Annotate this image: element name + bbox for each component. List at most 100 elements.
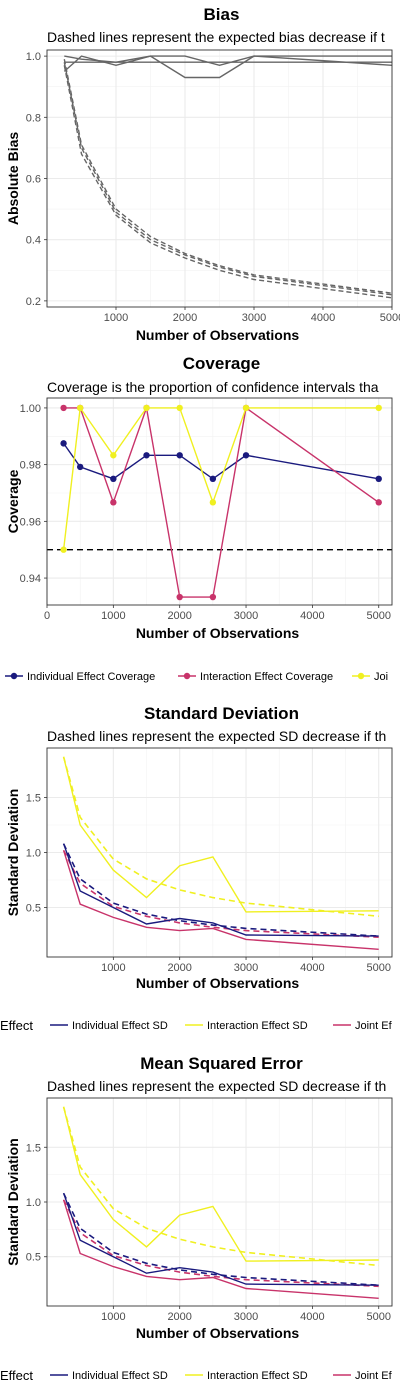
series-line-3: [62, 850, 379, 950]
series-group: [60, 404, 382, 601]
data-point: [110, 452, 117, 459]
chart-panel-1: Bias Dashed lines represent the expected …: [5, 5, 400, 343]
legend-label: Individual Effect Coverage: [27, 671, 155, 683]
data-point: [209, 475, 217, 483]
y-tick-label: 0.6: [26, 174, 41, 186]
expected-line-3: [62, 1199, 379, 1288]
data-point: [209, 499, 217, 506]
y-tick-label: 1.0: [26, 1197, 41, 1209]
x-tick-label: 4000: [300, 610, 324, 622]
legend-label: Joint Ef: [355, 1020, 393, 1032]
x-tick-label: 5000: [366, 610, 390, 622]
series-line-4: [63, 65, 393, 299]
plot-border: [46, 1097, 393, 1307]
series-line-3: [62, 405, 379, 550]
series-line-6: [63, 59, 393, 294]
legend-label: Interaction Effect SD: [207, 1370, 308, 1382]
data-point: [242, 452, 250, 459]
y-tick-label: 0.2: [26, 296, 41, 308]
plot-border: [46, 397, 393, 606]
chart-panel-3: Standard Deviation Dashed lines represent…: [0, 704, 393, 1033]
data-point: [60, 404, 67, 412]
x-tick-label: 4000: [311, 312, 335, 324]
y-tick-label: 0.94: [20, 573, 41, 585]
x-tick-label: 5000: [366, 1311, 390, 1323]
series-line-2: [63, 405, 380, 598]
data-point: [375, 404, 382, 412]
data-point: [242, 404, 250, 412]
series-line-3: [62, 1199, 379, 1299]
y-tick-label: 1.5: [26, 1142, 41, 1154]
y-tick-label: 0.5: [26, 1252, 41, 1264]
series-line-2: [62, 1106, 379, 1262]
legend-lead: Effect: [0, 1018, 33, 1033]
x-tick-label: 1000: [101, 610, 125, 622]
y-tick-label: 0.5: [26, 903, 41, 915]
gridlines: [47, 748, 392, 957]
y-tick-label: 0.98: [20, 460, 41, 472]
x-tick-label: 2000: [167, 962, 191, 974]
legend-key-point: [10, 672, 18, 680]
legend: Individual Effect Coverage Interaction Ef…: [5, 671, 388, 683]
y-tick-label: 1.0: [26, 51, 41, 63]
data-point: [375, 475, 382, 483]
x-tick-label: 3000: [234, 610, 258, 622]
legend: Effect Individual Effect SD Interaction Ef…: [0, 1018, 393, 1033]
chart-panel-4: Mean Squared Error Dashed lines represent…: [0, 1054, 393, 1383]
data-point: [375, 499, 382, 506]
x-tick-label: 0: [44, 610, 50, 622]
data-point: [110, 475, 117, 483]
data-point: [176, 452, 183, 459]
expected-line-3: [62, 849, 379, 938]
y-tick-label: 1.00: [20, 403, 41, 415]
data-point: [60, 440, 67, 447]
expected-line-1: [62, 843, 379, 937]
chart-title: Standard Deviation: [144, 704, 299, 723]
x-tick-label: 4000: [300, 962, 324, 974]
y-axis-label: Standard Deviation: [5, 1138, 21, 1266]
legend-label: Interaction Effect SD: [207, 1020, 308, 1032]
series-line-1: [63, 442, 379, 480]
chart-title: Bias: [204, 5, 240, 24]
data-point: [176, 593, 183, 601]
data-point: [143, 452, 150, 459]
gridlines: [47, 1098, 392, 1306]
expected-line-1: [62, 1192, 379, 1286]
series-group: [63, 55, 393, 299]
x-tick-label: 5000: [380, 312, 400, 324]
x-tick-label: 2000: [167, 610, 191, 622]
x-axis-label: Number of Observations: [136, 327, 300, 343]
x-tick-label: 1000: [104, 312, 128, 324]
series-group: [62, 756, 379, 950]
x-tick-label: 2000: [173, 312, 197, 324]
series-line-5: [63, 62, 393, 296]
data-point: [143, 404, 150, 412]
x-tick-label: 1000: [101, 1311, 125, 1323]
y-axis-label: Absolute Bias: [5, 132, 21, 226]
series-line-1: [63, 55, 393, 79]
y-tick-label: 0.4: [26, 235, 41, 247]
chart-panel-2: Coverage Coverage is the proportion of co…: [5, 354, 393, 683]
chart-subtitle: Dashed lines represent the expected SD d…: [47, 728, 386, 744]
data-point: [176, 404, 183, 412]
legend-lead: Effect: [0, 1368, 33, 1383]
legend-label: Individual Effect SD: [72, 1370, 168, 1382]
axis-ticks: 1000 2000 3000 4000 5000 0.5 1.0 1.5: [26, 1142, 391, 1323]
y-tick-label: 1.5: [26, 793, 41, 805]
series-line-2: [64, 55, 392, 67]
legend-label: Interaction Effect Coverage: [200, 671, 333, 683]
chart-title: Mean Squared Error: [140, 1054, 303, 1073]
chart-title: Coverage: [183, 354, 260, 373]
x-axis-label: Number of Observations: [136, 975, 300, 991]
y-axis-label: Standard Deviation: [5, 789, 21, 917]
plot-border: [46, 49, 393, 308]
x-tick-label: 2000: [167, 1311, 191, 1323]
x-tick-label: 3000: [234, 1311, 258, 1323]
chart-subtitle: Dashed lines represent the expected SD d…: [47, 1078, 386, 1094]
axis-ticks: 1000 2000 3000 4000 5000 0.5 1.0 1.5: [26, 793, 391, 975]
series-line-1: [62, 1192, 379, 1286]
data-point: [209, 593, 217, 601]
series-line-1: [62, 843, 379, 937]
gridlines: [47, 50, 393, 307]
